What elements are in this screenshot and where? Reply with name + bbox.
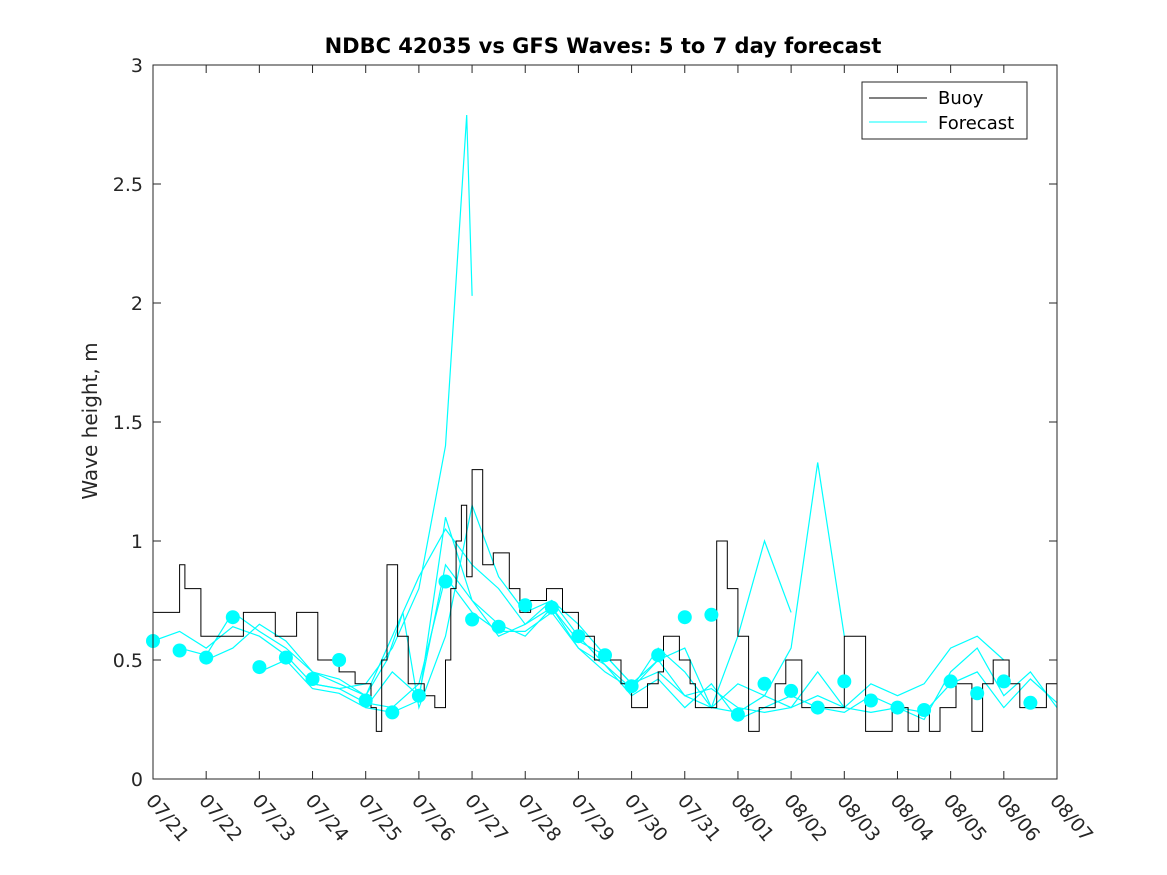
buoy-line (153, 469, 1058, 732)
forecast-marker (863, 693, 878, 708)
y-tick-label: 2.5 (113, 174, 143, 196)
forecast-marker (278, 650, 293, 665)
forecast-marker (1023, 695, 1038, 710)
legend: Buoy Forecast (861, 81, 1028, 140)
chart-title: NDBC 42035 vs GFS Waves: 5 to 7 day fore… (325, 34, 882, 58)
forecast-marker (305, 672, 320, 686)
plot-area (146, 114, 1058, 732)
forecast-marker (943, 674, 958, 689)
forecast-run-line-6 (365, 517, 1058, 721)
forecast-marker (199, 650, 214, 665)
y-tick-label: 1.5 (113, 412, 143, 434)
forecast-marker (544, 600, 559, 615)
forecast-marker (411, 688, 426, 703)
forecast-marker (624, 679, 639, 694)
y-tick-label: 2 (131, 293, 143, 315)
y-tick-label: 0.5 (113, 650, 143, 672)
forecast-marker (996, 674, 1011, 689)
forecast-marker (571, 629, 586, 644)
forecast-marker (252, 660, 267, 675)
forecast-marker (704, 607, 719, 622)
forecast-marker (757, 676, 772, 691)
forecast-marker (465, 612, 480, 627)
forecast-marker (225, 610, 240, 625)
legend-forecast-label: Forecast (938, 113, 1014, 134)
y-tick-label: 1 (131, 531, 143, 553)
forecast-marker (837, 674, 852, 689)
forecast-marker (890, 700, 905, 715)
y-tick-label: 3 (131, 55, 143, 77)
forecast-marker (651, 648, 666, 663)
forecast-marker (970, 686, 985, 701)
forecast-marker (730, 707, 745, 722)
legend-buoy-label: Buoy (938, 88, 984, 109)
forecast-marker (332, 653, 347, 667)
forecast-marker (598, 648, 612, 663)
forecast-marker (491, 619, 506, 634)
forecast-marker (172, 643, 187, 658)
forecast-marker (438, 574, 453, 589)
y-axis-label: Wave height, m (78, 342, 102, 499)
y-tick-label: 0 (131, 769, 143, 791)
forecast-marker (917, 703, 932, 717)
forecast-marker (358, 693, 373, 708)
forecast-marker (385, 705, 400, 720)
forecast-marker (518, 598, 533, 613)
forecast-marker (810, 700, 825, 715)
forecast-marker (677, 610, 692, 625)
forecast-marker (784, 683, 799, 698)
